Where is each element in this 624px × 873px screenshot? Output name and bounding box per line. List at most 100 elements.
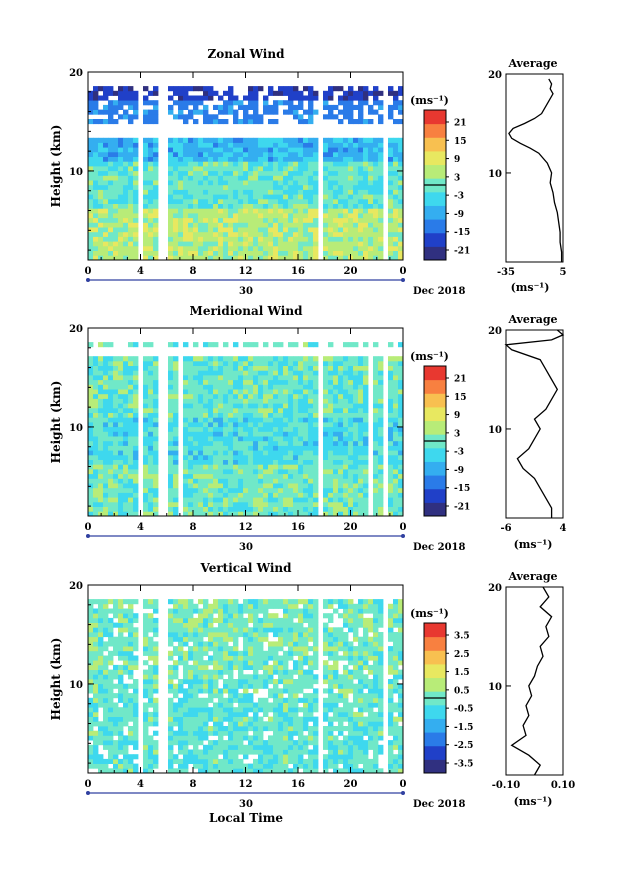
heatmap-cell — [308, 227, 314, 233]
heatmap-cell — [208, 436, 214, 442]
heatmap-cell — [393, 384, 399, 390]
heatmap-cell — [263, 250, 269, 256]
heatmap-cell — [223, 740, 229, 746]
heatmap-cell — [393, 170, 399, 176]
heatmap-cell — [243, 422, 249, 428]
heatmap-cell — [343, 417, 349, 423]
heatmap-cell — [298, 473, 304, 479]
heatmap-cell — [123, 379, 129, 385]
heatmap-cell — [338, 469, 344, 475]
heatmap-cell — [223, 379, 229, 385]
heatmap-cell — [373, 440, 379, 446]
heatmap-cell — [103, 660, 109, 666]
heatmap-cell — [98, 403, 104, 409]
heatmap-cell — [248, 189, 254, 195]
heatmap-cell — [233, 436, 239, 442]
heatmap-cell — [258, 241, 264, 247]
heatmap-cell — [218, 203, 224, 209]
heatmap-cell — [323, 440, 329, 446]
heatmap-cell — [278, 370, 284, 376]
heatmap-cell — [98, 95, 104, 101]
heatmap-cell — [328, 250, 334, 256]
heatmap-cell — [333, 497, 339, 503]
heatmap-cell — [203, 483, 209, 489]
heatmap-cell — [308, 194, 314, 200]
heatmap-cell — [103, 227, 109, 233]
heatmap-cell — [263, 473, 269, 479]
heatmap-cell — [308, 454, 314, 460]
heatmap-cell — [258, 184, 264, 190]
heatmap-cell — [128, 436, 134, 442]
heatmap-cell — [103, 365, 109, 371]
heatmap-cell — [218, 711, 224, 717]
heatmap-cell — [143, 236, 149, 242]
colorbar-swatch — [424, 110, 446, 125]
heatmap-cell — [243, 445, 249, 451]
heatmap-cell — [133, 422, 139, 428]
heatmap-cell — [253, 487, 259, 493]
heatmap-cell — [348, 95, 354, 101]
heatmap-cell — [103, 641, 109, 647]
heatmap-cell — [353, 156, 359, 162]
heatmap-cell — [173, 360, 179, 366]
heatmap-cell — [228, 450, 234, 456]
heatmap-cell — [258, 454, 264, 460]
heatmap-cell — [153, 763, 159, 769]
heatmap-cell — [118, 379, 124, 385]
heatmap-cell — [248, 161, 254, 167]
heatmap-cell — [298, 245, 304, 251]
heatmap-cell — [203, 683, 209, 689]
heatmap-cell — [283, 445, 289, 451]
heatmap-cell — [388, 375, 394, 381]
heatmap-cell — [183, 497, 189, 503]
heatmap-cell — [223, 356, 229, 362]
heatmap-cell — [118, 365, 124, 371]
heatmap-cell — [393, 142, 399, 148]
heatmap-cell — [233, 422, 239, 428]
heatmap-cell — [393, 407, 399, 413]
heatmap-cell — [253, 664, 259, 670]
heatmap-cell — [258, 459, 264, 465]
heatmap-cell — [93, 403, 99, 409]
heatmap-cell — [223, 454, 229, 460]
heatmap-cell — [143, 147, 149, 153]
heatmap-cell — [393, 255, 399, 261]
heatmap-cell — [233, 679, 239, 685]
heatmap-cell — [398, 431, 404, 437]
heatmap-cell — [243, 469, 249, 475]
heatmap-cell — [98, 641, 104, 647]
heatmap-cell — [98, 758, 104, 764]
heatmap-cell — [213, 744, 219, 750]
heatmap-cell — [218, 356, 224, 362]
heatmap-cell — [228, 445, 234, 451]
heatmap-cell — [183, 231, 189, 237]
heatmap-cell — [288, 473, 294, 479]
heatmap-cell — [168, 184, 174, 190]
heatmap-cell — [343, 175, 349, 181]
heatmap-cell — [203, 445, 209, 451]
heatmap-cell — [168, 431, 174, 437]
heatmap-cell — [248, 650, 254, 656]
heatmap-cell — [88, 360, 94, 366]
heatmap-cell — [263, 147, 269, 153]
heatmap-cell — [398, 384, 404, 390]
heatmap-cell — [198, 250, 204, 256]
heatmap-cell — [233, 664, 239, 670]
heatmap-cell — [303, 506, 309, 512]
heatmap-cell — [118, 636, 124, 642]
heatmap-cell — [353, 104, 359, 110]
heatmap-cell — [288, 142, 294, 148]
heatmap-cell — [278, 464, 284, 470]
heatmap-cell — [218, 217, 224, 223]
heatmap-cell — [208, 241, 214, 247]
heatmap-cell — [238, 147, 244, 153]
heatmap-cell — [233, 650, 239, 656]
heatmap-cell — [118, 655, 124, 661]
heatmap-cell — [188, 683, 194, 689]
heatmap-cell — [98, 440, 104, 446]
heatmap-cell — [128, 170, 134, 176]
heatmap-cell — [193, 407, 199, 413]
heatmap-cell — [308, 497, 314, 503]
heatmap-cell — [193, 398, 199, 404]
heatmap-cell — [88, 754, 94, 760]
